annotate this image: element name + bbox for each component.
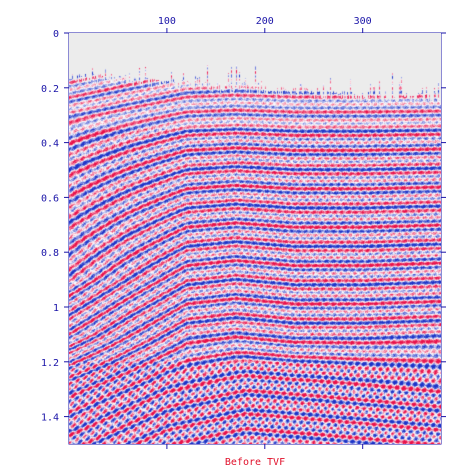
x-tick-label: 300	[354, 16, 372, 27]
y-tick-label: 1.2	[41, 358, 59, 369]
y-tick-label: 1	[53, 303, 59, 314]
y-tick-label: 0.6	[41, 193, 59, 204]
seismic-section-image	[69, 33, 441, 444]
x-tick-label: 100	[158, 16, 176, 27]
y-tick-label: 0.2	[41, 84, 59, 95]
y-tick-label: 0	[53, 29, 59, 40]
x-tick-label: 200	[256, 16, 274, 27]
y-tick-label: 0.4	[41, 139, 59, 150]
y-tick-label: 0.8	[41, 248, 59, 259]
chart-title: Before TVF	[225, 457, 285, 468]
y-tick-label: 1.4	[41, 413, 59, 424]
